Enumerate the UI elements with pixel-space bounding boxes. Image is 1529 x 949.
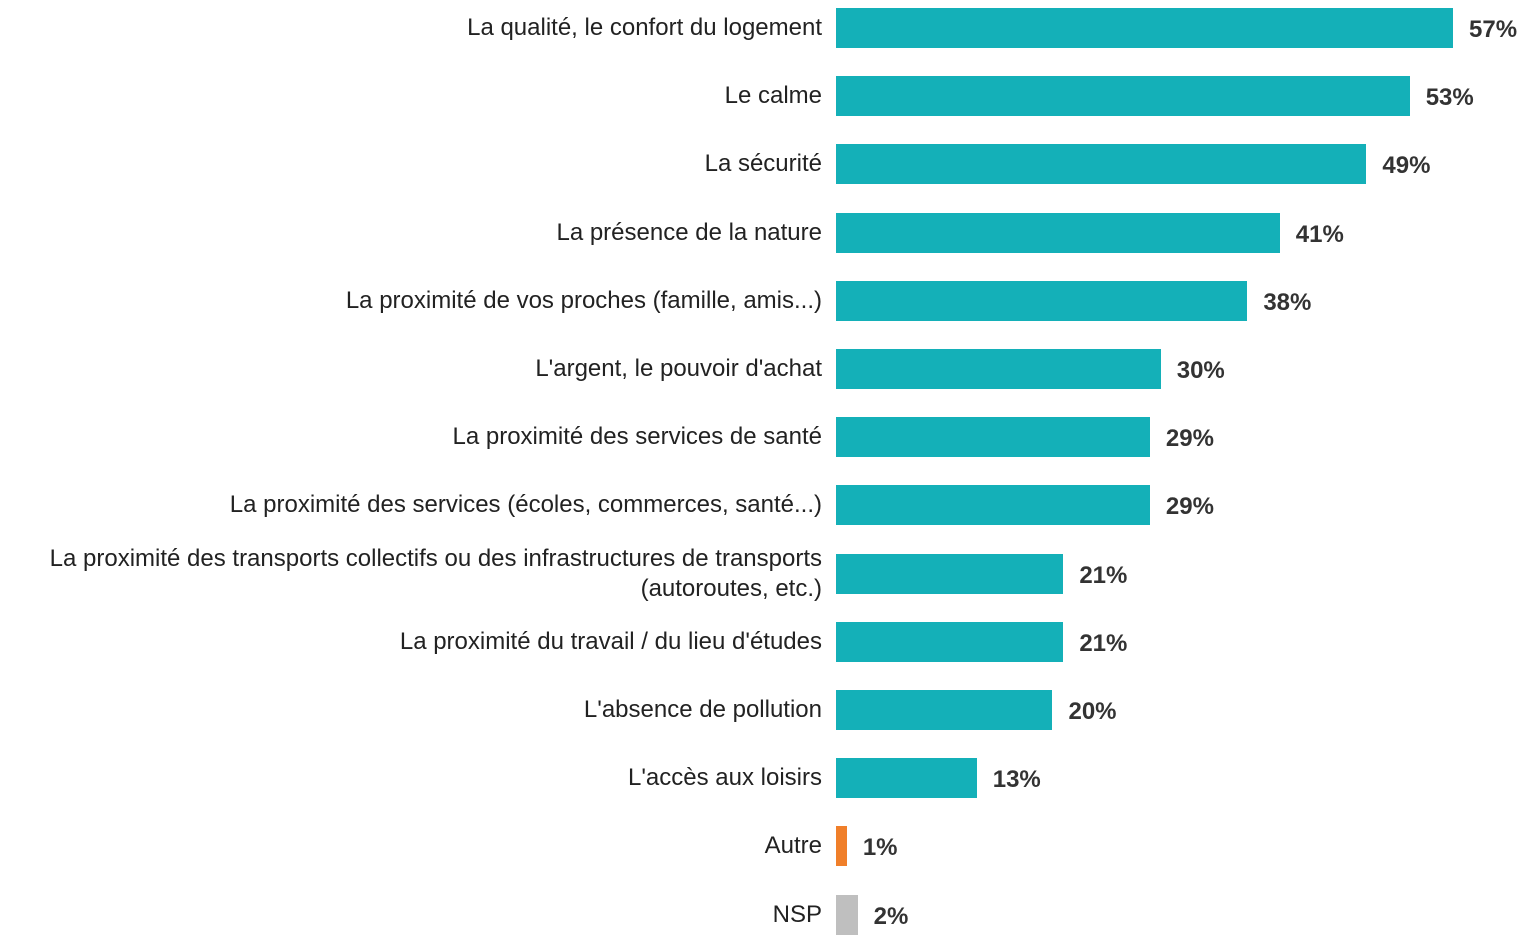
bar <box>836 485 1150 526</box>
bar <box>836 621 1064 662</box>
category-label: La proximité de vos proches (famille, am… <box>345 286 822 314</box>
value-label: 38% <box>1263 288 1312 316</box>
category-label: La proximité du travail / du lieu d'étud… <box>399 627 822 655</box>
value-label: 30% <box>1176 357 1225 384</box>
category-label: La sécurité <box>704 150 822 178</box>
bar <box>836 212 1280 253</box>
bar <box>836 690 1053 730</box>
value-label: 21% <box>1079 561 1128 589</box>
value-label: 49% <box>1382 152 1431 180</box>
category-label: La présence de la nature <box>556 218 822 246</box>
bar <box>836 553 1064 594</box>
value-label: 41% <box>1295 220 1344 248</box>
value-label: 20% <box>1068 698 1117 725</box>
bar <box>836 417 1150 458</box>
bar <box>836 894 858 935</box>
category-label: L'absence de pollution <box>583 696 822 723</box>
value-label: 1% <box>862 834 898 862</box>
value-label: 2% <box>873 902 909 930</box>
category-label: La proximité des services (écoles, comme… <box>229 491 822 519</box>
category-label: La qualité, le confort du logement <box>467 14 822 41</box>
category-label: NSP <box>772 900 822 928</box>
value-label: 53% <box>1425 84 1474 112</box>
bar <box>836 758 977 799</box>
value-label: 13% <box>992 766 1041 794</box>
value-label: 57% <box>1469 16 1518 43</box>
category-label: L'accès aux loisirs <box>628 764 822 792</box>
value-label: 21% <box>1079 629 1128 657</box>
category-label: Le calme <box>724 82 822 110</box>
bar <box>836 144 1367 185</box>
category-label: La proximité des transports collectifs o… <box>49 544 822 602</box>
bar <box>836 349 1161 389</box>
category-label: La proximité des services de santé <box>452 423 822 451</box>
bar <box>836 76 1410 117</box>
category-label: Autre <box>764 832 822 860</box>
bar <box>836 8 1453 48</box>
bar <box>836 280 1248 321</box>
value-label: 29% <box>1165 493 1214 521</box>
value-label: 29% <box>1165 425 1214 453</box>
bar <box>836 826 847 867</box>
category-label: L'argent, le pouvoir d'achat <box>535 355 822 382</box>
